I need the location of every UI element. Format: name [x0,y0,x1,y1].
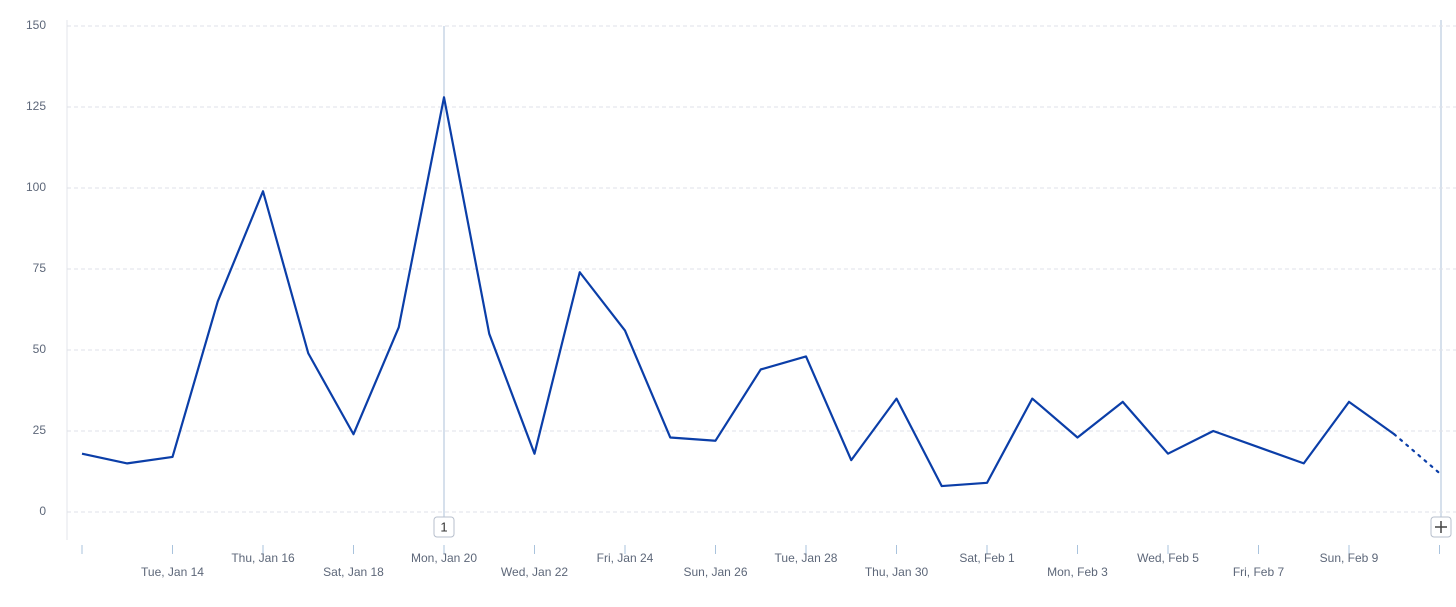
series-line-incomplete [1393,433,1441,475]
annotation-label: 1 [440,519,447,534]
add-button[interactable] [1430,516,1452,538]
x-tick-label: Sat, Jan 18 [323,565,384,579]
x-tick-label: Fri, Jan 24 [597,551,654,565]
y-tick-label: 100 [26,180,46,194]
x-tick-label: Thu, Jan 30 [865,565,929,579]
y-tick-label: 150 [26,18,46,32]
x-tick-label: Mon, Feb 3 [1047,565,1108,579]
x-tick-label: Wed, Feb 5 [1137,551,1199,565]
series-line [81,96,1395,488]
y-tick-label: 50 [33,342,47,356]
x-tick-label: Sun, Feb 9 [1320,551,1379,565]
x-tick-label: Tue, Jan 14 [141,565,204,579]
x-tick-label: Fri, Feb 7 [1233,565,1285,579]
y-tick-label: 75 [33,261,47,275]
x-tick-label: Sun, Jan 26 [683,565,747,579]
x-tick-label: Thu, Jan 16 [231,551,295,565]
x-tick-label: Mon, Jan 20 [411,551,477,565]
add-icon [1435,521,1447,533]
x-tick-label: Wed, Jan 22 [501,565,568,579]
y-tick-label: 125 [26,99,46,113]
annotation-box [433,516,455,538]
y-tick-label: 25 [33,423,47,437]
plot: 0 25 50 75 100 125 150 Tue, Jan 14 Thu, Jan 16 Sa… [26,18,1456,579]
x-tick-label: Tue, Jan 28 [775,551,838,565]
y-tick-label: 0 [39,504,46,518]
x-tick-label: Sat, Feb 1 [959,551,1015,565]
